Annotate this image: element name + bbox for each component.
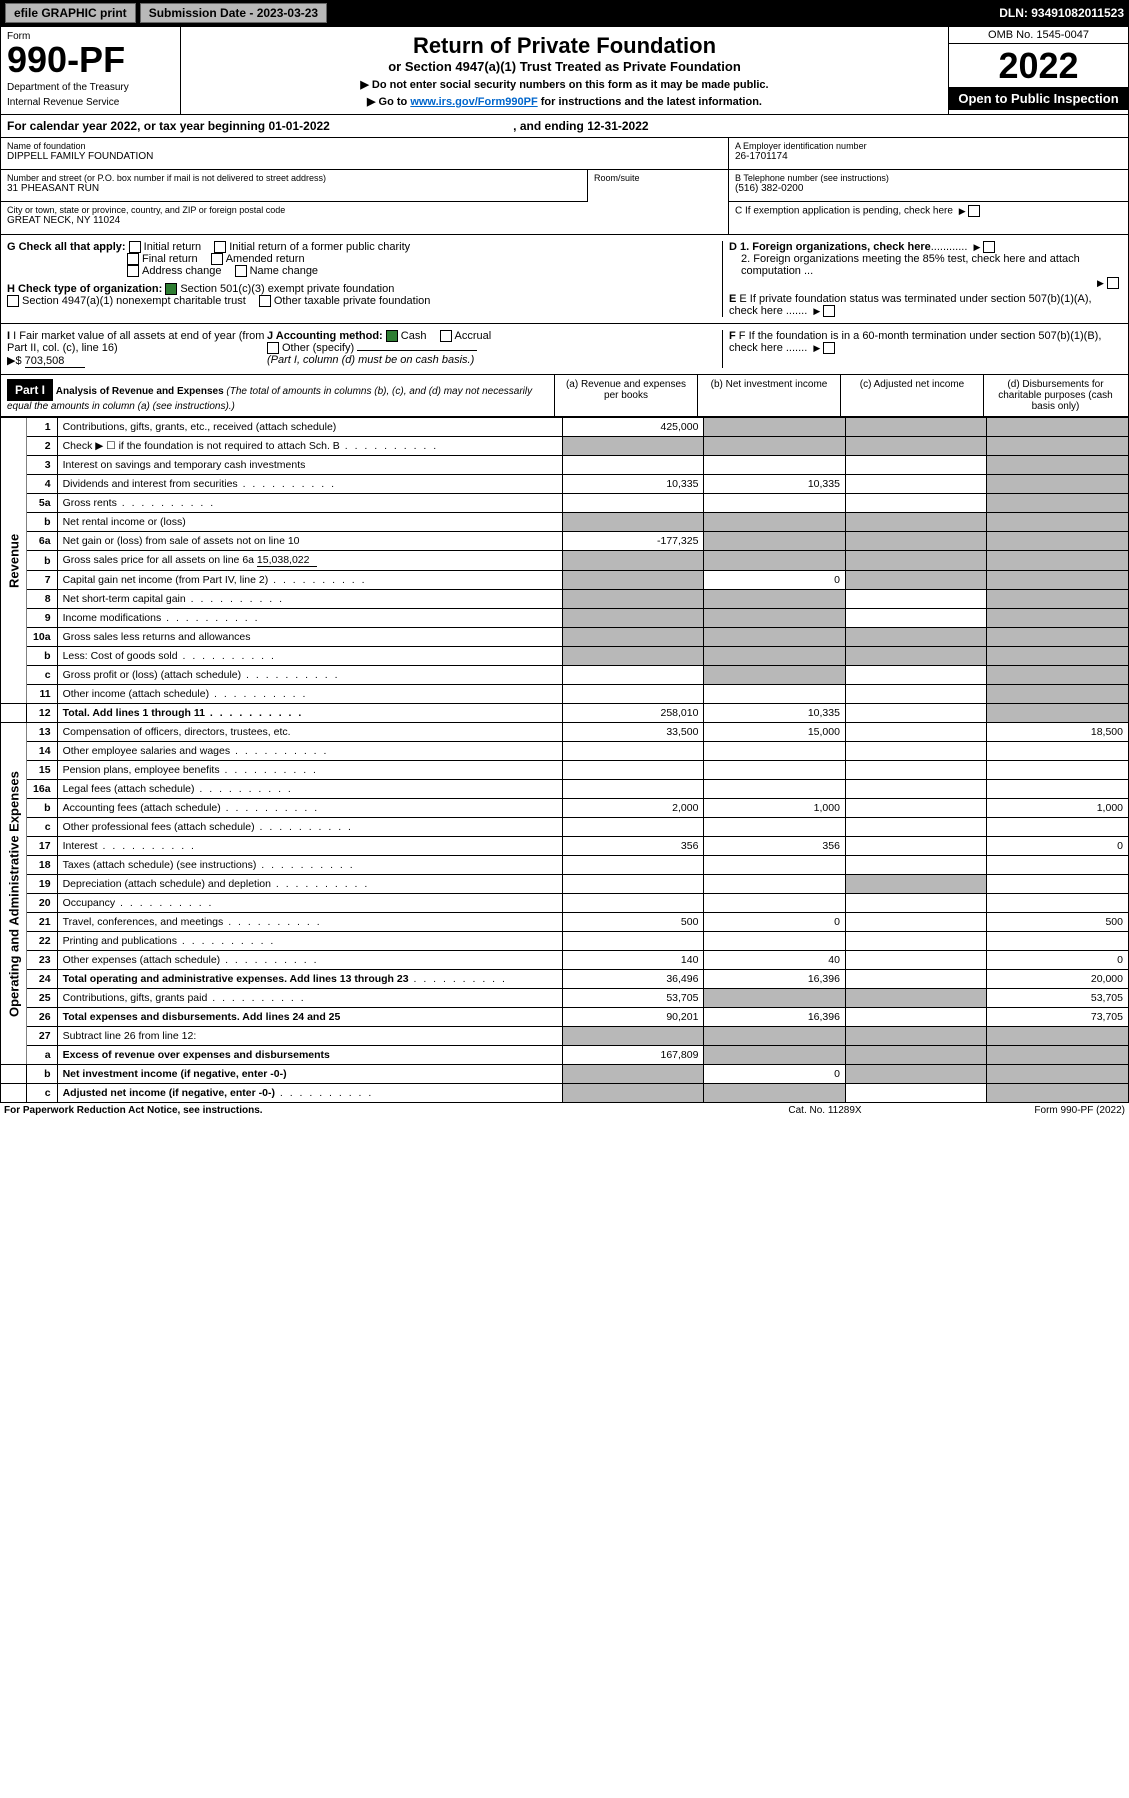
table-row: 4Dividends and interest from securities1… (1, 475, 1129, 494)
efile-print-button[interactable]: efile GRAPHIC print (5, 3, 136, 23)
table-row: 10aGross sales less returns and allowanc… (1, 628, 1129, 647)
header-right: OMB No. 1545-0047 2022 Open to Public In… (948, 27, 1128, 114)
footer-form: Form 990-PF (2022) (925, 1105, 1125, 1116)
check-foreign[interactable] (983, 241, 995, 253)
form-title: Return of Private Foundation (187, 33, 942, 59)
check-85pct[interactable] (1107, 277, 1119, 289)
check-60month[interactable] (823, 342, 835, 354)
phone-cell: B Telephone number (see instructions) (5… (729, 170, 1128, 202)
table-row: 14Other employee salaries and wages (1, 742, 1129, 761)
check-accrual[interactable] (440, 330, 452, 342)
calendar-year-row: For calendar year 2022, or tax year begi… (0, 115, 1129, 138)
table-row: 26Total expenses and disbursements. Add … (1, 1008, 1129, 1027)
form-note-ssn: ▶ Do not enter social security numbers o… (187, 78, 942, 91)
submission-date: Submission Date - 2023-03-23 (140, 3, 327, 23)
check-final[interactable] (127, 253, 139, 265)
table-row: Operating and Administrative Expenses 13… (1, 723, 1129, 742)
check-terminated[interactable] (823, 305, 835, 317)
form-header: Form 990-PF Department of the Treasury I… (0, 26, 1129, 115)
table-row: 24Total operating and administrative exp… (1, 970, 1129, 989)
col-c-header: (c) Adjusted net income (841, 375, 984, 416)
table-row: 12Total. Add lines 1 through 11258,01010… (1, 704, 1129, 723)
part1-label: Part I (7, 379, 53, 401)
table-row: 6aNet gain or (loss) from sale of assets… (1, 532, 1129, 551)
table-row: 25Contributions, gifts, grants paid53,70… (1, 989, 1129, 1008)
address-cell: Number and street (or P.O. box number if… (1, 170, 588, 202)
table-row: bNet rental income or (loss) (1, 513, 1129, 532)
col-b-header: (b) Net investment income (698, 375, 841, 416)
omb-number: OMB No. 1545-0047 (949, 27, 1128, 44)
table-row: aExcess of revenue over expenses and dis… (1, 1046, 1129, 1065)
table-row: 7Capital gain net income (from Part IV, … (1, 571, 1129, 590)
table-row: bAccounting fees (attach schedule)2,0001… (1, 799, 1129, 818)
entity-info: Name of foundation DIPPELL FAMILY FOUNDA… (0, 138, 1129, 235)
table-row: 19Depreciation (attach schedule) and dep… (1, 875, 1129, 894)
exemption-pending-cell: C If exemption application is pending, c… (729, 202, 1128, 234)
footer-paperwork: For Paperwork Reduction Act Notice, see … (4, 1105, 725, 1116)
table-row: 16aLegal fees (attach schedule) (1, 780, 1129, 799)
foundation-name-cell: Name of foundation DIPPELL FAMILY FOUNDA… (1, 138, 728, 170)
form-note-link: ▶ Go to www.irs.gov/Form990PF for instru… (187, 95, 942, 108)
exemption-checkbox[interactable] (968, 205, 980, 217)
table-row: 23Other expenses (attach schedule)140400 (1, 951, 1129, 970)
check-other-taxable[interactable] (259, 295, 271, 307)
check-cash[interactable] (386, 330, 398, 342)
table-row: cGross profit or (loss) (attach schedule… (1, 666, 1129, 685)
header-left: Form 990-PF Department of the Treasury I… (1, 27, 181, 114)
table-row: bGross sales price for all assets on lin… (1, 551, 1129, 571)
table-row: 9Income modifications (1, 609, 1129, 628)
check-501c3[interactable] (165, 283, 177, 295)
open-inspection: Open to Public Inspection (949, 87, 1128, 110)
dept-irs: Internal Revenue Service (7, 97, 174, 108)
table-row: 15Pension plans, employee benefits (1, 761, 1129, 780)
part1-header: Part I Analysis of Revenue and Expenses … (0, 375, 1129, 417)
table-row: 5aGross rents (1, 494, 1129, 513)
table-row: 3Interest on savings and temporary cash … (1, 456, 1129, 475)
check-initial-former[interactable] (214, 241, 226, 253)
col-d-header: (d) Disbursements for charitable purpose… (984, 375, 1127, 416)
header-middle: Return of Private Foundation or Section … (181, 27, 948, 114)
section-g-h: G Check all that apply: Initial return I… (0, 235, 1129, 324)
table-row: 20Occupancy (1, 894, 1129, 913)
table-row: 27Subtract line 26 from line 12: (1, 1027, 1129, 1046)
table-row: 21Travel, conferences, and meetings50005… (1, 913, 1129, 932)
check-amended[interactable] (211, 253, 223, 265)
table-row: Revenue 1Contributions, gifts, grants, e… (1, 418, 1129, 437)
part1-table: Revenue 1Contributions, gifts, grants, e… (0, 417, 1129, 1103)
check-initial[interactable] (129, 241, 141, 253)
table-row: 11Other income (attach schedule) (1, 685, 1129, 704)
city-cell: City or town, state or province, country… (1, 202, 728, 234)
room-cell: Room/suite (588, 170, 728, 202)
check-other-method[interactable] (267, 342, 279, 354)
col-a-header: (a) Revenue and expenses per books (555, 375, 698, 416)
check-address[interactable] (127, 265, 139, 277)
irs-link[interactable]: www.irs.gov/Form990PF (410, 96, 537, 108)
check-4947[interactable] (7, 295, 19, 307)
section-i-j-f: I I Fair market value of all assets at e… (0, 324, 1129, 375)
table-row: cOther professional fees (attach schedul… (1, 818, 1129, 837)
form-number: 990-PF (7, 42, 174, 78)
dln-label: DLN: 93491082011523 (999, 6, 1124, 20)
dept-treasury: Department of the Treasury (7, 82, 174, 93)
page-footer: For Paperwork Reduction Act Notice, see … (0, 1103, 1129, 1118)
table-row: bNet investment income (if negative, ent… (1, 1065, 1129, 1084)
table-row: 22Printing and publications (1, 932, 1129, 951)
footer-cat: Cat. No. 11289X (725, 1105, 925, 1116)
top-bar: efile GRAPHIC print Submission Date - 20… (0, 0, 1129, 26)
revenue-label: Revenue (1, 418, 27, 704)
ein-cell: A Employer identification number 26-1701… (729, 138, 1128, 170)
table-row: 8Net short-term capital gain (1, 590, 1129, 609)
table-row: cAdjusted net income (if negative, enter… (1, 1084, 1129, 1103)
fmv-value: 703,508 (25, 355, 85, 368)
form-subtitle: or Section 4947(a)(1) Trust Treated as P… (187, 59, 942, 74)
check-name[interactable] (235, 265, 247, 277)
table-row: 2Check ▶ ☐ if the foundation is not requ… (1, 437, 1129, 456)
tax-year: 2022 (949, 44, 1128, 87)
table-row: bLess: Cost of goods sold (1, 647, 1129, 666)
expenses-label: Operating and Administrative Expenses (1, 723, 27, 1065)
table-row: 17Interest3563560 (1, 837, 1129, 856)
table-row: 18Taxes (attach schedule) (see instructi… (1, 856, 1129, 875)
